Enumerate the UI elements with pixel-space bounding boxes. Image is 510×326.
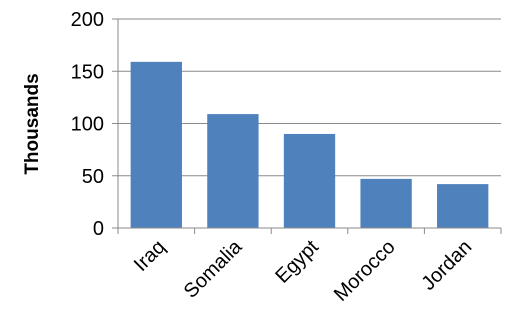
x-tick-label-iraq: Iraq [130, 236, 170, 276]
bar-somalia [207, 114, 259, 228]
y-tick-label: 200 [71, 9, 104, 31]
y-axis-title: Thousands [22, 73, 43, 174]
bar-morocco [360, 178, 412, 228]
x-tick-label-somalia: Somalia [180, 235, 247, 302]
y-tick-label: 50 [82, 166, 104, 188]
y-tick-labels: 0 50 100 150 200 [71, 9, 104, 240]
y-tick-label: 100 [71, 114, 104, 136]
bars [130, 61, 489, 228]
x-tick-label-jordan: Jordan [417, 236, 476, 295]
x-tick-label-morocco: Morocco [330, 236, 400, 306]
y-tick-label: 0 [93, 218, 104, 240]
x-tick-labels: Iraq Somalia Egypt Morocco Jordan [130, 235, 476, 305]
axes [112, 18, 502, 234]
bar-iraq [130, 61, 182, 228]
y-tick-label: 150 [71, 61, 104, 83]
bar-jordan [437, 184, 489, 228]
x-tick-label-egypt: Egypt [271, 236, 323, 288]
bar-egypt [283, 133, 336, 228]
